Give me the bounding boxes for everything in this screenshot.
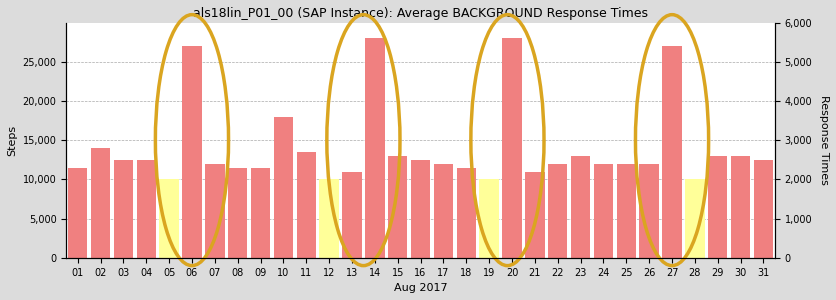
Bar <box>182 46 201 258</box>
Bar <box>456 168 476 258</box>
Bar <box>617 179 636 258</box>
Bar <box>319 179 339 258</box>
Bar <box>731 156 751 258</box>
Bar <box>525 172 544 258</box>
Bar <box>388 179 407 258</box>
Bar <box>182 179 201 258</box>
Bar <box>640 164 659 258</box>
Bar <box>273 179 293 258</box>
Bar <box>434 164 453 258</box>
Bar <box>662 46 681 258</box>
Bar <box>456 179 476 258</box>
Bar <box>617 164 636 258</box>
Bar <box>91 179 110 258</box>
Bar <box>502 179 522 258</box>
Bar <box>640 179 659 258</box>
Bar <box>297 152 316 258</box>
Bar <box>205 179 225 258</box>
Bar <box>708 179 727 258</box>
Bar <box>571 179 590 258</box>
Bar <box>571 156 590 258</box>
Bar <box>273 117 293 258</box>
Bar <box>731 179 751 258</box>
Bar <box>68 179 88 258</box>
Title: als18lin_P01_00 (SAP Instance): Average BACKGROUND Response Times: als18lin_P01_00 (SAP Instance): Average … <box>193 7 648 20</box>
Bar <box>662 179 681 258</box>
Bar <box>434 179 453 258</box>
Bar <box>365 38 385 258</box>
Bar <box>502 38 522 258</box>
X-axis label: Aug 2017: Aug 2017 <box>394 283 447 293</box>
Bar <box>114 160 133 258</box>
Bar <box>342 172 362 258</box>
Bar <box>388 156 407 258</box>
Bar <box>91 148 110 258</box>
Bar <box>594 179 613 258</box>
Bar <box>136 160 156 258</box>
Bar <box>205 164 225 258</box>
Bar <box>114 179 133 258</box>
Bar <box>251 168 270 258</box>
Bar <box>297 179 316 258</box>
Bar <box>251 179 270 258</box>
Y-axis label: Response Times: Response Times <box>819 95 829 185</box>
Bar <box>754 179 773 258</box>
Bar <box>548 164 568 258</box>
Bar <box>228 179 247 258</box>
Bar <box>686 179 705 258</box>
Bar <box>479 179 499 258</box>
Bar <box>410 179 431 258</box>
Bar <box>365 179 385 258</box>
Y-axis label: Steps: Steps <box>7 124 17 156</box>
Bar <box>68 168 88 258</box>
Bar <box>708 156 727 258</box>
Bar <box>136 179 156 258</box>
Bar <box>548 179 568 258</box>
Bar <box>754 160 773 258</box>
Bar <box>525 179 544 258</box>
Bar <box>228 168 247 258</box>
Bar <box>160 179 179 258</box>
Bar <box>342 179 362 258</box>
Bar <box>594 164 613 258</box>
Bar <box>410 160 431 258</box>
